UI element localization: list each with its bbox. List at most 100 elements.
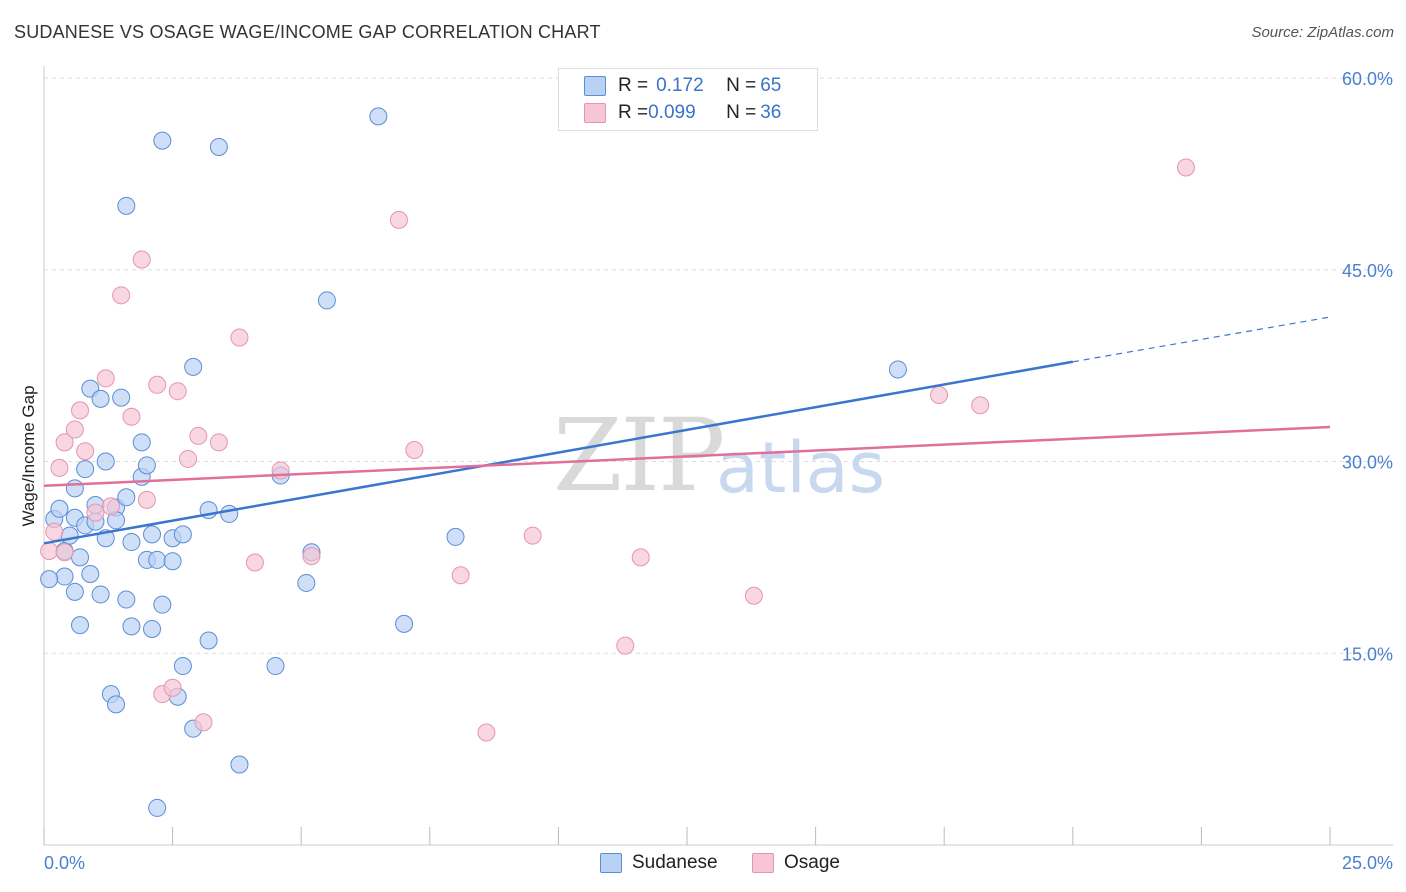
sudanese-point — [122, 617, 141, 636]
legend-row-sudanese: R = 0.172 N = 65 — [584, 74, 781, 98]
osage-point — [451, 566, 470, 585]
r-value: 0.099 — [648, 102, 696, 123]
data-points — [40, 107, 1195, 817]
y-tick-label: 15.0% — [1342, 644, 1393, 664]
x-tick-label-left: 0.0% — [44, 853, 85, 873]
osage-point — [55, 433, 74, 452]
n-value: 65 — [760, 75, 782, 96]
osage-point — [55, 543, 74, 562]
sudanese-point — [199, 631, 218, 650]
y-tick-label: 60.0% — [1342, 69, 1393, 89]
sudanese-point — [117, 488, 136, 507]
sudanese-point — [132, 433, 151, 452]
osage-point — [405, 440, 424, 459]
osage-point — [86, 503, 105, 522]
sudanese-point — [112, 388, 131, 407]
sudanese-point — [96, 452, 115, 471]
sudanese-point — [81, 564, 100, 583]
osage-point — [194, 713, 213, 732]
sudanese-point — [91, 389, 110, 408]
r-label: R = — [618, 75, 649, 96]
osage-point — [616, 636, 635, 655]
osage-point — [744, 586, 763, 605]
y-tick-label: 45.0% — [1342, 261, 1393, 281]
sudanese-point — [143, 619, 162, 638]
y-axis-title: Wage/Income Gap — [19, 385, 38, 526]
sudanese-point — [395, 614, 414, 633]
osage-point — [40, 541, 59, 560]
sudanese-point — [65, 479, 84, 498]
osage-point — [76, 442, 95, 461]
sudanese-point — [153, 131, 172, 150]
sudanese-point — [117, 590, 136, 609]
osage-point — [930, 386, 949, 405]
sudanese-point — [446, 527, 465, 546]
sudanese-point — [76, 460, 95, 479]
n-label: N = — [726, 102, 757, 123]
sudanese-trend-extension — [1072, 316, 1331, 363]
y-tick-label: 30.0% — [1342, 453, 1393, 473]
osage-point — [65, 420, 84, 439]
sudanese-point — [60, 526, 79, 545]
sudanese-point — [148, 798, 167, 817]
sudanese-point — [50, 499, 69, 518]
sudanese-point — [230, 755, 249, 774]
stats-legend: R = 0.172 N = 65 R = 0.099 N = 36 — [558, 68, 818, 131]
sudanese-point — [173, 657, 192, 676]
n-value: 36 — [760, 102, 782, 123]
sudanese-point — [117, 196, 136, 215]
osage-point — [45, 522, 64, 541]
trend-lines — [43, 316, 1331, 545]
osage-point — [112, 286, 131, 305]
legend-row-osage: R = 0.099 N = 36 — [584, 101, 781, 125]
chart-title: SUDANESE VS OSAGE WAGE/INCOME GAP CORREL… — [14, 22, 601, 42]
r-label: R = — [618, 102, 649, 123]
sudanese-point — [266, 657, 285, 676]
sudanese-point — [91, 585, 110, 604]
osage-point — [523, 526, 542, 545]
osage-point — [302, 547, 321, 566]
sudanese-point — [65, 582, 84, 601]
osage-point — [189, 426, 208, 445]
osage-swatch — [752, 853, 774, 873]
n-label: N = — [726, 75, 757, 96]
sudanese-point — [369, 107, 388, 126]
osage-point — [122, 407, 141, 426]
osage-point — [50, 458, 69, 477]
osage-point — [1176, 158, 1195, 177]
sudanese-point — [209, 138, 228, 157]
sudanese-point — [55, 567, 74, 586]
sudanese-point — [71, 548, 90, 567]
osage-point — [71, 401, 90, 420]
sudanese-point — [297, 573, 316, 592]
sudanese-point — [163, 552, 182, 571]
osage-point — [137, 490, 156, 509]
x-tick-label-right: 25.0% — [1342, 853, 1393, 873]
bottom-legend-sudanese: Sudanese — [600, 852, 718, 874]
sudanese-point — [122, 533, 141, 552]
osage-point — [971, 396, 990, 415]
osage-point — [230, 328, 249, 347]
osage-point — [148, 375, 167, 394]
sudanese-trend-line — [43, 360, 1074, 545]
y-tick-labels: 15.0% 30.0% 45.0% 60.0% — [1342, 69, 1393, 664]
osage-point — [245, 553, 264, 572]
sudanese-point — [184, 357, 203, 376]
osage-point — [163, 678, 182, 697]
sudanese-point — [317, 291, 336, 310]
watermark-atlas: atlas — [716, 427, 885, 509]
sudanese-label: Sudanese — [632, 852, 718, 873]
bottom-legend-osage: Osage — [752, 852, 840, 874]
sudanese-swatch — [600, 853, 622, 873]
osage-point — [101, 497, 120, 516]
sudanese-point — [143, 525, 162, 544]
sudanese-point — [888, 360, 907, 379]
osage-label: Osage — [784, 852, 840, 873]
osage-point — [389, 210, 408, 229]
sudanese-point — [148, 550, 167, 569]
axes — [43, 66, 1393, 846]
osage-point — [477, 723, 496, 742]
osage-point — [179, 449, 198, 468]
osage-point — [209, 433, 228, 452]
